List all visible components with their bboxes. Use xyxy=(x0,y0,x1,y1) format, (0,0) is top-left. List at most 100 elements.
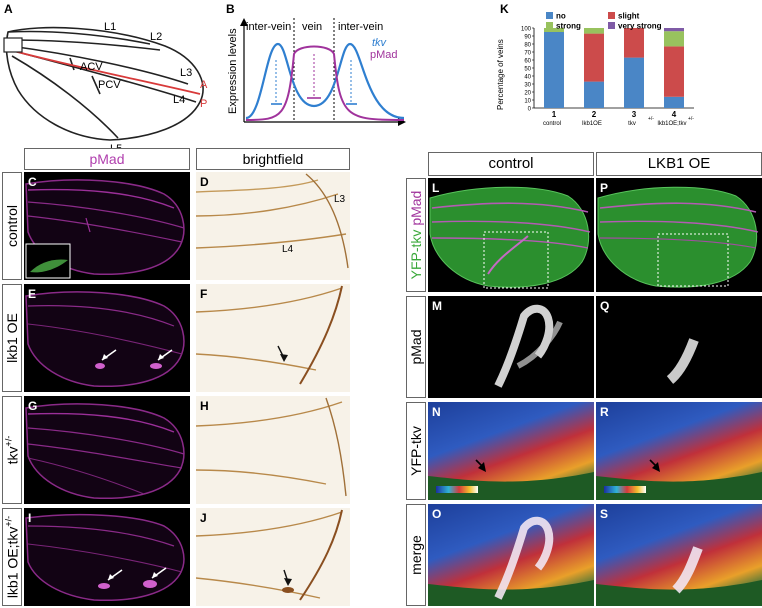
panel-label-i: I xyxy=(28,511,32,525)
label-anterior: A xyxy=(200,79,208,91)
k-bar-2-slight xyxy=(584,33,604,82)
image-l: L xyxy=(428,178,594,292)
header-pmad: pMad xyxy=(24,148,190,170)
k-legend-swatch xyxy=(546,12,553,19)
label-l4-image: L4 xyxy=(282,244,294,255)
b-region-2: vein xyxy=(302,21,322,33)
row-label-pmad-inline: pMad xyxy=(408,190,424,226)
k-category-label: lkb1OE;tkv xyxy=(657,121,686,127)
row-label-pmad-right: pMad xyxy=(406,296,426,398)
vein-l5 xyxy=(11,55,119,139)
image-h: H xyxy=(196,396,350,504)
image-j: J xyxy=(196,508,350,606)
image-o: O xyxy=(428,504,594,606)
panel-label-r: R xyxy=(600,405,609,419)
row-label-tkv-sup: +/- xyxy=(3,435,14,447)
image-d: D L3 L4 xyxy=(196,172,350,280)
row-label-merge: merge xyxy=(406,504,426,606)
row-label-yfp: YFP-tkv xyxy=(408,229,424,280)
k-bar-4-no xyxy=(664,96,684,108)
crossvein-pcv xyxy=(91,75,101,95)
k-ytick-label: 70 xyxy=(524,51,531,57)
row-label-lkb1tkv-base: lkb1 OE;tkv xyxy=(4,526,21,599)
panel-label-q: Q xyxy=(600,299,610,313)
k-bar-2-no xyxy=(584,81,604,108)
k-ytick-label: 100 xyxy=(521,27,532,33)
panel-label-c: C xyxy=(28,175,37,189)
k-legend-label: slight xyxy=(618,12,640,21)
panel-label-n: N xyxy=(432,405,441,419)
k-legend-label: very strong xyxy=(618,22,662,31)
row-label-yfp-tkv-pmad: YFP-tkv pMad xyxy=(406,178,426,292)
image-f: F xyxy=(196,284,350,392)
header-brightfield: brightfield xyxy=(196,148,350,170)
row-label-tkv: tkv+/- xyxy=(2,396,22,504)
label-pcv: PCV xyxy=(98,79,121,91)
image-c: C xyxy=(24,172,190,280)
b-region-1: inter-vein xyxy=(246,21,291,33)
label-l3-image: L3 xyxy=(334,194,346,205)
vein-l1 xyxy=(7,30,151,45)
image-q: Q xyxy=(596,296,762,398)
image-r: R xyxy=(596,402,762,500)
k-category-superscript: +/- xyxy=(688,116,694,122)
label-l2: L2 xyxy=(150,31,162,43)
panel-label-p: P xyxy=(600,181,609,195)
row-label-lkb1oe: lkb1 OE xyxy=(2,284,22,392)
panel-label-o: O xyxy=(432,507,442,521)
k-category-number: 4 xyxy=(672,110,677,119)
expression-schematic: Expression levels inter-vein vein inter-… xyxy=(227,18,406,126)
image-m: M xyxy=(428,296,594,398)
wing-root xyxy=(3,37,23,53)
k-ytick-label: 80 xyxy=(524,43,531,49)
vein-l2 xyxy=(9,39,161,51)
k-ytick-label: 0 xyxy=(528,107,532,113)
header-control: control xyxy=(428,152,594,176)
k-legend-swatch xyxy=(608,22,615,29)
panel-label-g: G xyxy=(28,399,38,413)
k-bar-1-strong xyxy=(544,28,564,32)
label-l3: L3 xyxy=(180,67,192,79)
k-category-superscript: +/- xyxy=(648,116,654,122)
panel-label-s: S xyxy=(600,507,609,521)
ap-boundary xyxy=(9,49,201,95)
label-l4: L4 xyxy=(173,94,185,106)
k-ytick-label: 20 xyxy=(524,91,531,97)
b-curve-pmad xyxy=(245,45,405,121)
row-label-lkb1tkv-sup: +/- xyxy=(3,515,14,527)
label-acv: ACV xyxy=(80,61,103,73)
panel-label-j: J xyxy=(200,511,207,525)
panel-label-f: F xyxy=(200,287,208,301)
crossvein-acv xyxy=(69,57,75,71)
panel-label-m: M xyxy=(432,299,442,313)
row-label-yfp-tkv-right: YFP-tkv xyxy=(406,402,426,500)
image-e: E xyxy=(24,284,190,392)
k-category-number: 3 xyxy=(632,110,637,119)
vein-percentage-chart: Percentage of veins 0 10 20 30 40 50 60 70 80 90 10… xyxy=(496,12,694,128)
k-bar-4-very-strong xyxy=(664,28,684,32)
b-legend-pmad: pMad xyxy=(370,49,398,61)
image-s: S xyxy=(596,504,762,606)
panel-label-h: H xyxy=(200,399,209,413)
b-legend-tkv: tkv xyxy=(372,37,388,49)
label-posterior: P xyxy=(200,98,207,110)
label-l1: L1 xyxy=(104,21,116,33)
image-n: N xyxy=(428,402,594,500)
wing-schematic: L1 L2 L3 L4 L5 ACV PCV A P xyxy=(3,21,208,155)
b-region-3: inter-vein xyxy=(338,21,383,33)
panel-label-l: L xyxy=(432,181,440,195)
panel-label-e: E xyxy=(28,287,37,301)
k-ytick-label: 90 xyxy=(524,35,531,41)
row-label-tkv-base: tkv xyxy=(4,446,21,465)
b-curve-tkv xyxy=(245,42,405,120)
image-p: P xyxy=(596,178,762,292)
panel-label-a: A xyxy=(4,2,13,16)
k-ytick-label: 30 xyxy=(524,83,531,89)
k-ytick-label: 50 xyxy=(524,67,531,73)
panel-label-k: K xyxy=(500,2,509,16)
panel-label-d: D xyxy=(200,175,209,189)
header-lkb1oe: LKB1 OE xyxy=(596,152,762,176)
k-bar-4-slight xyxy=(664,46,684,97)
k-category-label: control xyxy=(543,121,561,127)
vein-l3 xyxy=(9,45,189,85)
